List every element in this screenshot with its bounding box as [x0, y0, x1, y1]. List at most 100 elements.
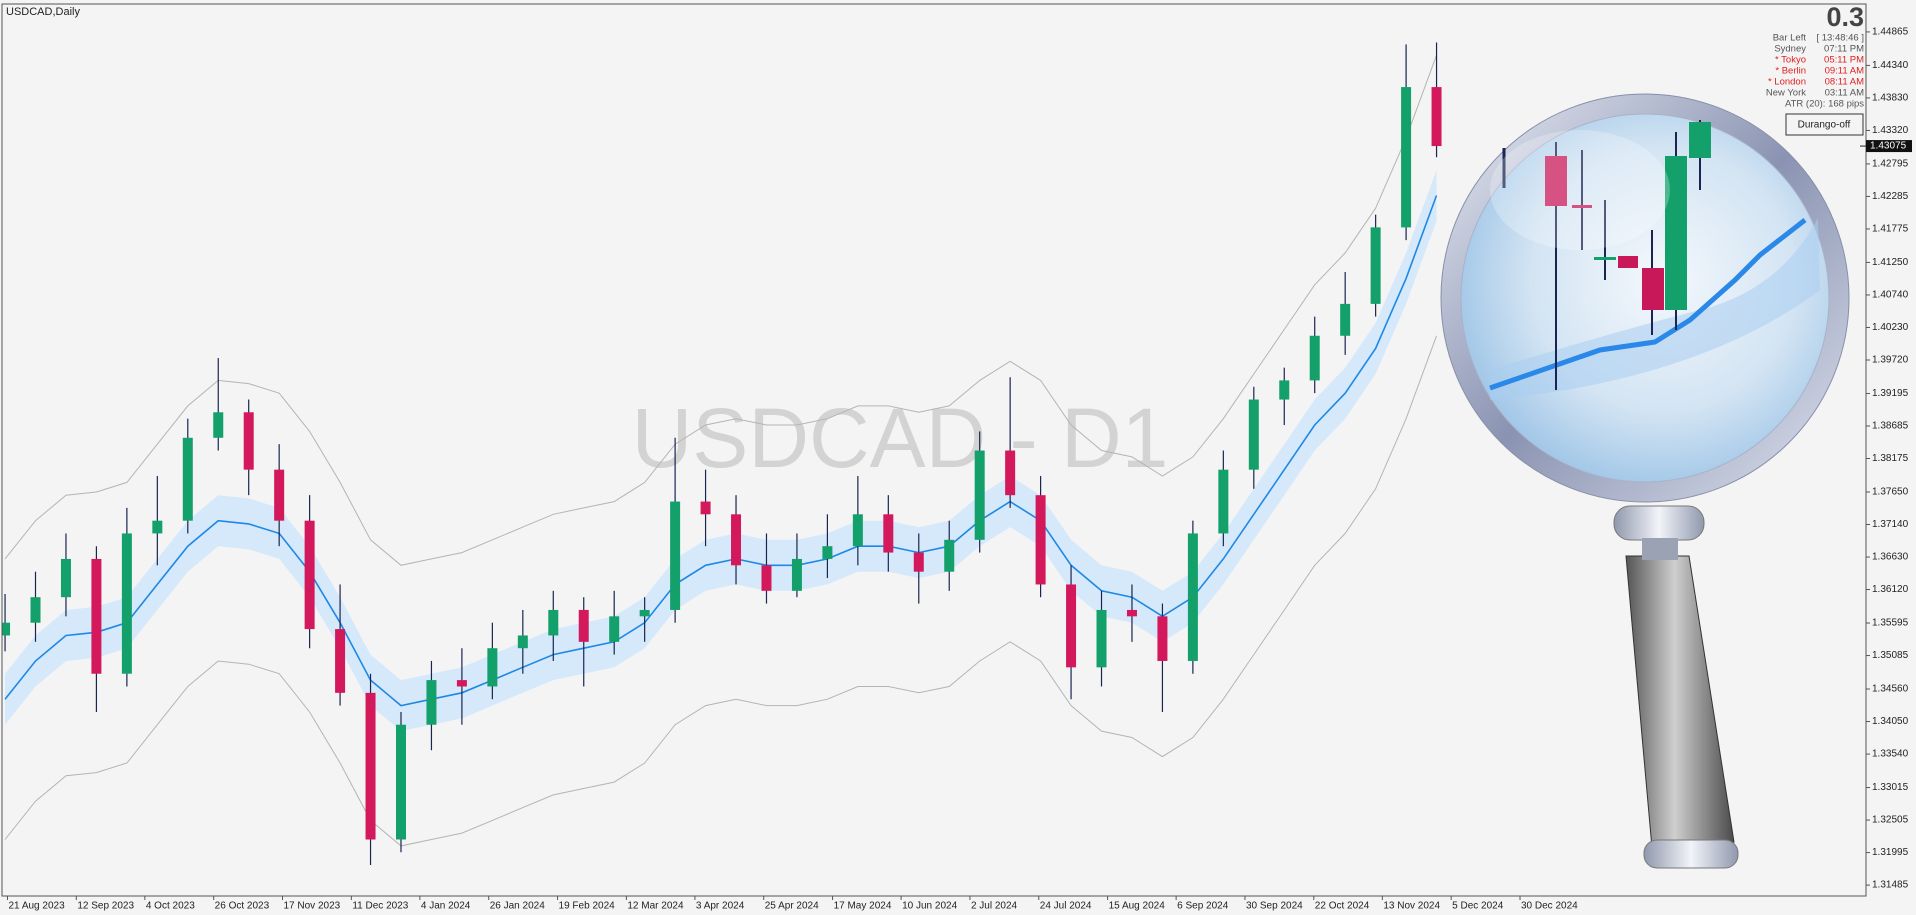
candle-body: [1218, 469, 1229, 534]
moving-average: [4, 195, 1438, 707]
candle-body: [60, 558, 71, 598]
candle-body: [670, 501, 681, 610]
candle-body: [335, 629, 346, 693]
plot-area: [2, 42, 1442, 866]
y-tick-label: 1.35595: [1872, 618, 1909, 629]
y-tick-label: 1.39195: [1872, 388, 1909, 399]
candle-body: [487, 648, 498, 687]
x-tick-label: 13 Nov 2024: [1383, 901, 1440, 912]
x-tick-label: 2 Jul 2024: [971, 901, 1018, 912]
candle-body: [822, 546, 833, 559]
y-tick-label: 1.32505: [1872, 815, 1909, 826]
info-label: * London: [1768, 77, 1806, 88]
x-tick-label: 30 Sep 2024: [1246, 901, 1303, 912]
info-value: [ 13:48:46 ]: [1816, 33, 1864, 44]
candle-body: [761, 565, 772, 591]
y-tick-label: 1.36120: [1872, 584, 1909, 595]
x-tick-label: 26 Oct 2023: [215, 901, 270, 912]
candle-body: [548, 609, 559, 636]
candle-body: [152, 520, 163, 534]
y-tick-label: 1.37140: [1872, 519, 1909, 530]
magnifier-neck: [1642, 538, 1678, 560]
candle-body: [395, 724, 406, 840]
candle-body: [213, 412, 224, 438]
x-tick-label: 5 Dec 2024: [1452, 901, 1504, 912]
info-label: Bar Left: [1773, 33, 1807, 44]
magnifier-cap: [1613, 505, 1705, 541]
candle-body: [1126, 609, 1137, 617]
info-value: 03:11 AM: [1825, 88, 1865, 99]
candle-body: [2, 622, 11, 636]
y-tick-label: 1.38685: [1872, 421, 1909, 432]
candle-body: [913, 552, 924, 572]
envelope-line: [4, 55, 1437, 566]
watermark: USDCAD - D1: [632, 391, 1169, 485]
candle-body: [1035, 495, 1046, 585]
candle-body: [700, 501, 711, 515]
y-tick-label: 1.38175: [1872, 453, 1909, 464]
candle-body: [1279, 380, 1290, 400]
y-tick-label: 1.35085: [1872, 650, 1909, 661]
lens-candle: [1594, 257, 1616, 260]
candle-body: [1187, 533, 1198, 661]
candle-body: [517, 635, 528, 649]
y-tick-label: 1.44865: [1872, 27, 1909, 38]
lens-candle: [1545, 156, 1567, 206]
lens-candle: [1642, 268, 1664, 310]
candle-body: [1340, 303, 1351, 336]
candle-body: [1370, 227, 1381, 304]
info-value: 08:11 AM: [1825, 77, 1865, 88]
durango-button[interactable]: [1785, 113, 1864, 136]
candle-body: [791, 558, 802, 591]
candle-body: [883, 514, 894, 553]
y-tick-label: 1.40230: [1872, 322, 1909, 333]
x-tick-label: 15 Aug 2024: [1109, 901, 1166, 912]
y-tick-label: 1.39720: [1872, 355, 1909, 366]
y-tick-label: 1.41250: [1872, 257, 1909, 268]
plot-frame: [1, 3, 1867, 897]
x-tick-label: 17 May 2024: [834, 901, 892, 912]
candle-body: [456, 680, 467, 687]
candle-body: [578, 609, 589, 642]
envelope-line: [4, 335, 1437, 847]
candle-body: [1005, 450, 1016, 496]
y-tick-label: 1.33540: [1872, 749, 1909, 760]
candle-body: [1157, 616, 1168, 661]
candle-body: [121, 533, 132, 674]
candle-body: [731, 514, 742, 566]
info-value: 09:11 AM: [1825, 66, 1865, 77]
last-price-box: [1866, 140, 1912, 153]
candle-body: [852, 514, 863, 547]
band-area: [5, 170, 1437, 732]
last-price-label: 1.43075: [1870, 141, 1907, 152]
x-tick-label: 17 Nov 2023: [284, 901, 341, 912]
candle-body: [1401, 87, 1412, 228]
info-value: 05:11 PM: [1824, 55, 1864, 66]
x-tick-label: 12 Sep 2023: [77, 901, 134, 912]
lens-candle: [1689, 122, 1711, 158]
candle-body: [1309, 335, 1320, 381]
info-label: * Berlin: [1775, 66, 1806, 77]
info-label: New York: [1766, 88, 1806, 99]
candle-body: [1096, 609, 1107, 668]
x-tick-label: 12 Mar 2024: [627, 901, 684, 912]
candle-body: [304, 520, 315, 630]
x-tick-label: 22 Oct 2024: [1315, 901, 1370, 912]
candle-body: [243, 412, 254, 470]
x-tick-label: 19 Feb 2024: [559, 901, 616, 912]
candle-body: [365, 692, 376, 840]
candle-body: [182, 437, 193, 521]
lens-glare: [1490, 130, 1670, 250]
candle-body: [974, 450, 985, 540]
y-tick-label: 1.31995: [1872, 847, 1909, 858]
candle-body: [639, 609, 650, 617]
candle-body: [1248, 399, 1259, 470]
y-tick-label: 1.37650: [1872, 487, 1909, 498]
x-tick-label: 24 Jul 2024: [1040, 901, 1092, 912]
y-tick-label: 1.33015: [1872, 782, 1909, 793]
candle-body: [274, 469, 285, 521]
x-tick-label: 21 Aug 2023: [8, 901, 65, 912]
durango-button-label[interactable]: Durango-off: [1798, 120, 1851, 131]
x-tick-label: 30 Dec 2024: [1521, 901, 1578, 912]
